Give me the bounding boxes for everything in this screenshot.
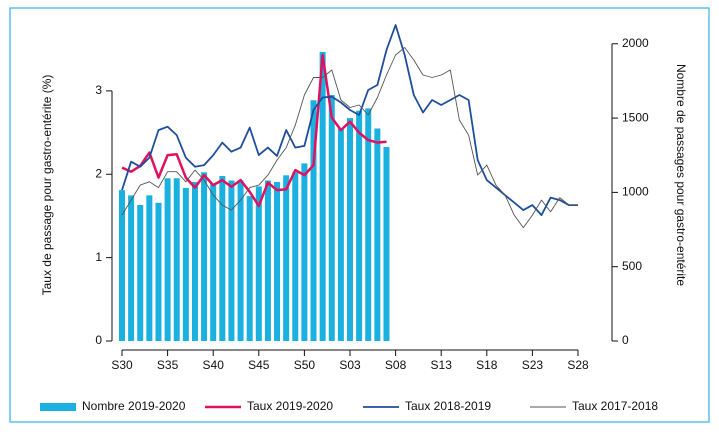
legend-label: Taux 2018-2019 bbox=[405, 399, 491, 413]
bar bbox=[210, 183, 217, 341]
bar bbox=[328, 95, 335, 341]
x-tick-label: S08 bbox=[385, 358, 407, 372]
line bbox=[121, 47, 578, 229]
bar bbox=[137, 205, 144, 341]
x-tick-label: S35 bbox=[157, 358, 179, 372]
line bbox=[121, 24, 578, 216]
bar bbox=[283, 175, 290, 341]
y2-tick-label: 1500 bbox=[622, 110, 649, 124]
bar bbox=[310, 100, 317, 341]
bar bbox=[119, 190, 125, 341]
bar bbox=[173, 178, 180, 341]
x-tick-label: S50 bbox=[294, 358, 316, 372]
x-tick-label: S40 bbox=[203, 358, 225, 372]
bar bbox=[383, 147, 390, 341]
y2-tick-label: 2000 bbox=[622, 36, 649, 50]
legend-label: Nombre 2019-2020 bbox=[82, 399, 186, 413]
y-tick-label: 1 bbox=[95, 250, 102, 264]
bar bbox=[356, 110, 363, 342]
bar bbox=[164, 178, 171, 341]
y2-tick-label: 0 bbox=[622, 333, 629, 347]
legend-label: Taux 2017-2018 bbox=[572, 399, 658, 413]
bar bbox=[337, 128, 344, 341]
y2-tick-label: 1000 bbox=[622, 185, 649, 199]
bar bbox=[301, 163, 308, 341]
y2-tick-label: 500 bbox=[622, 259, 642, 273]
legend-swatch bbox=[40, 403, 76, 411]
frame bbox=[9, 7, 710, 423]
bar bbox=[374, 128, 381, 341]
legend-label: Taux 2019-2020 bbox=[247, 399, 333, 413]
y-tick-label: 3 bbox=[95, 83, 102, 97]
bar bbox=[255, 186, 262, 341]
x-tick-label: S18 bbox=[476, 358, 498, 372]
bar bbox=[228, 180, 235, 341]
x-tick-label: S28 bbox=[567, 358, 589, 372]
bar bbox=[319, 51, 326, 342]
bar bbox=[219, 176, 226, 341]
bar bbox=[365, 108, 372, 341]
bar bbox=[182, 187, 189, 341]
bar bbox=[128, 195, 135, 341]
y-axis-label: Taux de passage pour gastro-entérite (%) bbox=[40, 75, 54, 296]
x-tick-label: S23 bbox=[522, 358, 544, 372]
bar bbox=[191, 181, 198, 341]
x-tick-label: S30 bbox=[111, 358, 133, 372]
bar bbox=[264, 180, 271, 341]
x-tick-label: S13 bbox=[431, 358, 453, 372]
y-tick-label: 2 bbox=[95, 166, 102, 180]
x-tick-label: S03 bbox=[339, 358, 361, 372]
bar bbox=[246, 196, 253, 341]
bar bbox=[146, 195, 153, 341]
bar bbox=[201, 172, 208, 341]
x-tick-label: S45 bbox=[248, 358, 270, 372]
bar bbox=[292, 172, 299, 341]
y2-axis-label: Nombre de passages pour gastro-entérite bbox=[674, 64, 688, 286]
y-tick-label: 0 bbox=[95, 333, 102, 347]
bar bbox=[155, 202, 162, 341]
line bbox=[121, 53, 387, 208]
bar bbox=[347, 118, 353, 341]
bar bbox=[274, 181, 281, 341]
bar bbox=[237, 180, 244, 341]
